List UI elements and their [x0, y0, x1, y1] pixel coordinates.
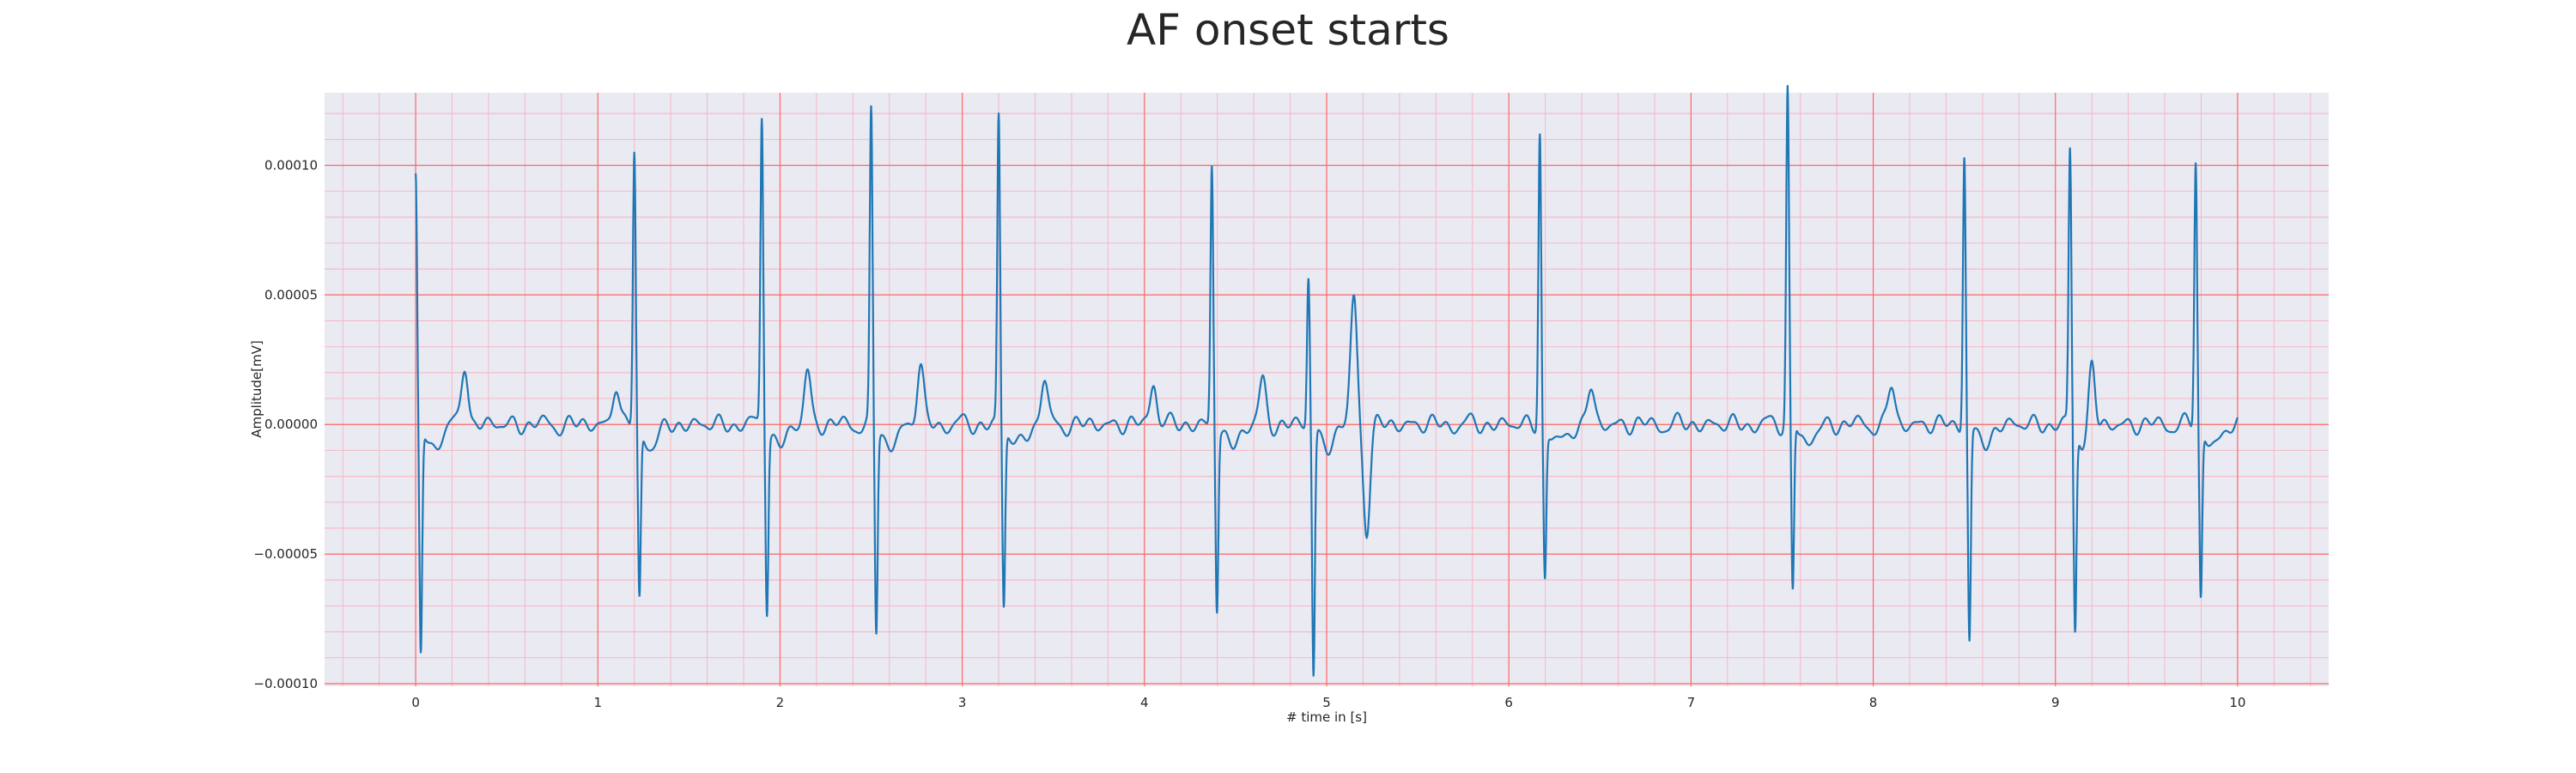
y-tick-label: −0.00010	[253, 676, 318, 691]
y-tick-label: 0.00010	[264, 157, 318, 173]
x-axis-ticks: 0 1 2 3 4 5 6 7 8 9 10	[411, 695, 2245, 710]
x-tick-label: 1	[593, 695, 602, 710]
x-tick-label: 6	[1504, 695, 1513, 710]
y-tick-label: 0.00000	[264, 417, 318, 432]
x-tick-label: 9	[2051, 695, 2060, 710]
y-tick-label: 0.00005	[264, 287, 318, 302]
x-tick-label: 8	[1869, 695, 1878, 710]
x-tick-label: 7	[1687, 695, 1696, 710]
ecg-signal-series	[415, 85, 2239, 677]
ecg-signal-line	[415, 85, 2239, 677]
chart-title: AF onset starts	[1127, 5, 1449, 55]
x-axis-label: # time in [s]	[1286, 709, 1367, 725]
x-tick-label: 3	[958, 695, 967, 710]
x-tick-label: 4	[1140, 695, 1149, 710]
x-tick-label: 10	[2229, 695, 2245, 710]
x-tick-label: 2	[776, 695, 785, 710]
y-tick-label: −0.00005	[253, 546, 318, 562]
y-axis-label: Amplitude[mV]	[249, 340, 264, 437]
y-axis-ticks: 0.00010 0.00005 0.00000 −0.00005 −0.00010	[253, 157, 318, 691]
x-tick-label: 0	[411, 695, 420, 710]
x-tick-label: 5	[1322, 695, 1331, 710]
